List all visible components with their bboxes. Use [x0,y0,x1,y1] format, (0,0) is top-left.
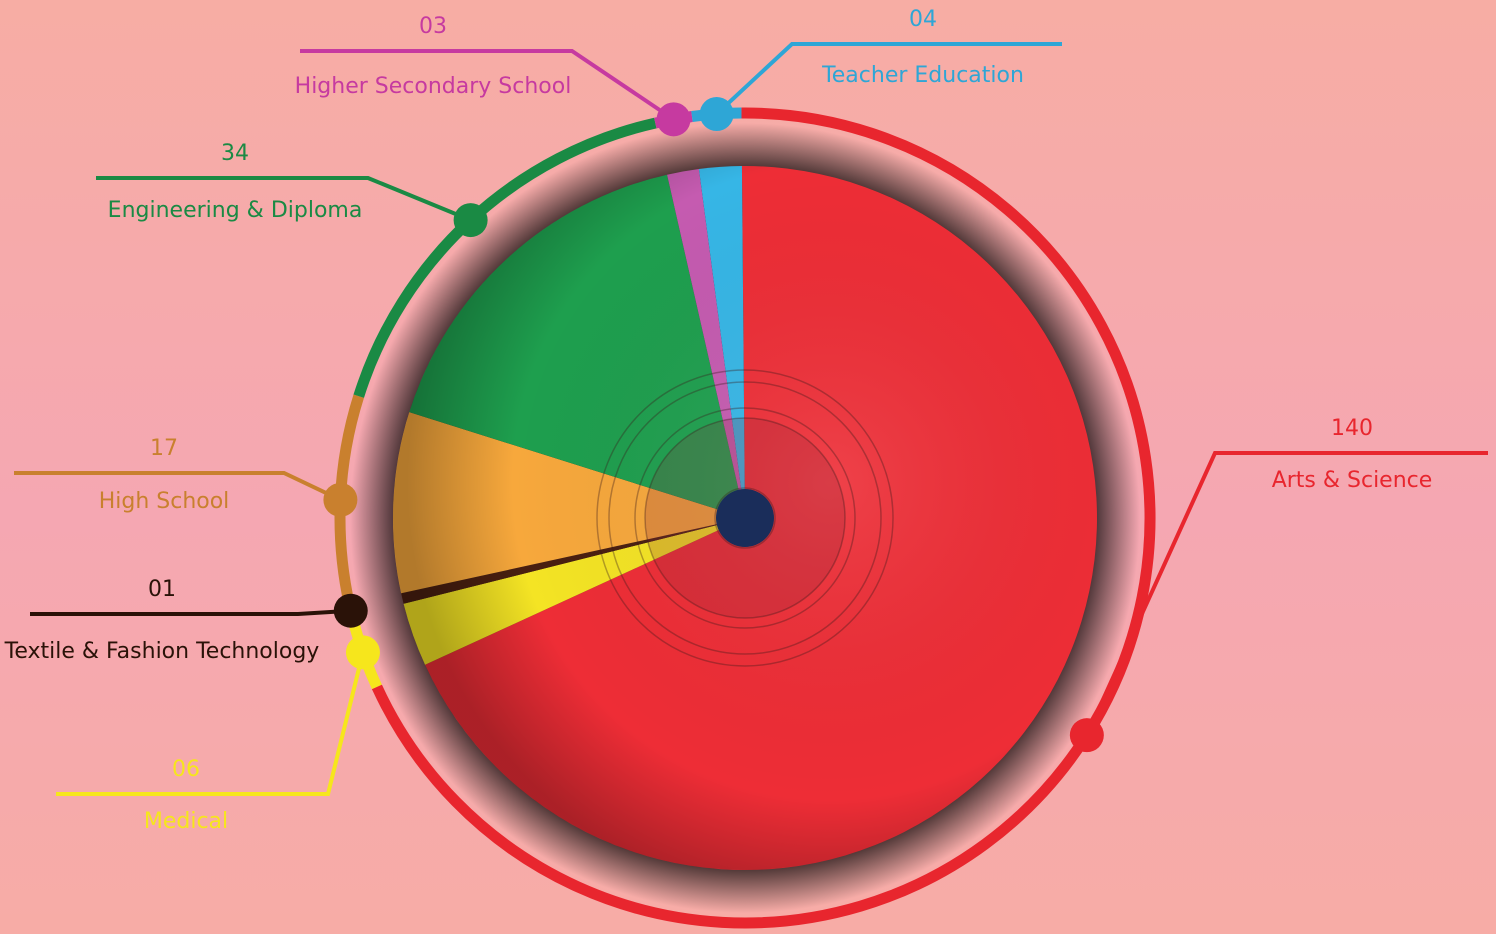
callouts: 140 Arts & Science 06 Medical 01 Textile & Fa… [4,7,1488,834]
marker-dot-high-school [323,482,358,517]
leader-line-arts-and-science [1085,451,1488,736]
marker-dot-medical [345,635,380,670]
marker-dot-teacher-education [699,96,734,131]
leader-line-medical [56,651,365,796]
category-label-medical: Medical [144,809,228,834]
marker-dot-higher-secondary-school [656,102,691,137]
center-hub [716,489,774,547]
leader-line-higher-secondary-school [300,49,675,122]
value-label-textile-and-fashion-technology: 01 [148,577,176,602]
value-label-medical: 06 [172,757,200,782]
center-ring-2 [608,381,882,655]
center-ring-3 [634,407,856,629]
category-label-higher-secondary-school: Higher Secondary School [295,74,572,99]
leader-line-teacher-education [715,42,1062,116]
center-ring-1 [596,369,894,667]
marker-dot-engineering-and-diploma [453,203,488,238]
category-label-engineering-and-diploma: Engineering & Diploma [108,198,363,223]
value-label-teacher-education: 04 [909,7,937,32]
center-ring-4 [644,417,846,619]
category-label-teacher-education: Teacher Education [821,63,1024,88]
center-rings [596,369,894,667]
leader-line-textile-and-fashion-technology [30,608,351,616]
category-label-textile-and-fashion-technology: Textile & Fashion Technology [4,639,320,664]
value-label-higher-secondary-school: 03 [419,14,447,39]
category-label-arts-and-science: Arts & Science [1272,468,1433,493]
category-label-high-school: High School [99,489,230,514]
leader-line-engineering-and-diploma [96,176,472,222]
marker-dot-arts-and-science [1069,718,1104,753]
value-label-arts-and-science: 140 [1331,416,1373,441]
value-label-engineering-and-diploma: 34 [221,141,249,166]
center-ring-5 [714,487,776,549]
value-label-high-school: 17 [150,436,178,461]
leader-line-high-school [14,471,342,502]
marker-dot-textile-and-fashion-technology [333,593,368,628]
